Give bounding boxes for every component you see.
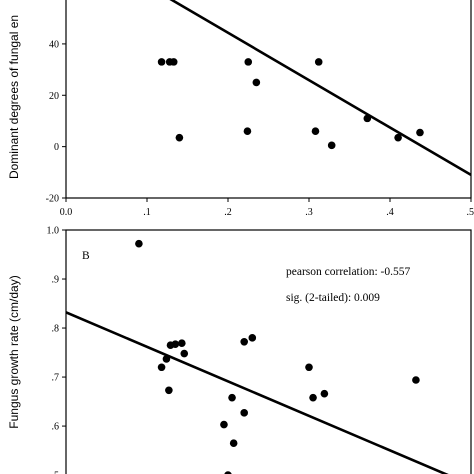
y-tick-label: 20 bbox=[49, 91, 59, 102]
data-point bbox=[243, 127, 252, 136]
regression-line bbox=[169, 0, 471, 177]
data-point bbox=[135, 239, 143, 248]
data-point bbox=[309, 393, 317, 402]
data-point bbox=[169, 58, 178, 66]
regression-line bbox=[66, 311, 449, 474]
data-point bbox=[248, 334, 257, 342]
panel-b-chart: .5 .6 .7 .8 .9 1.0 Fungus growth rate (cm/day)… bbox=[7, 226, 472, 474]
data-point bbox=[244, 58, 253, 66]
data-point bbox=[180, 349, 189, 358]
y-axis-title: Dominant degrees of fungal en bbox=[7, 15, 21, 179]
x-tick-label: .5 bbox=[467, 207, 474, 218]
data-point bbox=[229, 439, 238, 448]
data-point bbox=[394, 133, 402, 142]
pearson-correlation-text: pearson correlation: -0.557 bbox=[286, 266, 410, 278]
data-point bbox=[240, 409, 248, 417]
y-tick-label: .7 bbox=[52, 373, 60, 384]
y-tick-label: .6 bbox=[52, 422, 60, 433]
significance-text: sig. (2-tailed): 0.009 bbox=[286, 292, 380, 304]
x-tick-label: .4 bbox=[386, 207, 394, 218]
y-tick-label: .8 bbox=[52, 324, 60, 335]
y-tick-label: .5 bbox=[52, 471, 60, 474]
data-point bbox=[165, 386, 173, 395]
data-point bbox=[220, 420, 228, 429]
data-point bbox=[363, 114, 372, 123]
data-point bbox=[412, 376, 420, 384]
x-tick-label: 0.0 bbox=[60, 207, 73, 218]
y-tick-label: 40 bbox=[49, 39, 59, 50]
data-point bbox=[224, 471, 232, 474]
x-tick-label: .3 bbox=[305, 207, 313, 218]
data-point bbox=[327, 141, 336, 150]
data-point bbox=[178, 339, 186, 348]
plot-frame bbox=[65, 0, 472, 199]
y-axis-title: Fungus growth rate (cm/day) bbox=[7, 275, 21, 428]
data-point bbox=[157, 58, 166, 66]
data-point bbox=[157, 363, 166, 372]
y-tick-label: -20 bbox=[46, 194, 59, 205]
data-point bbox=[305, 363, 313, 372]
panel-label: B bbox=[82, 250, 90, 262]
data-point bbox=[416, 128, 424, 137]
data-point bbox=[175, 133, 184, 142]
data-point bbox=[162, 355, 171, 363]
data-point bbox=[240, 337, 248, 346]
data-point bbox=[311, 127, 320, 136]
x-tick-label: .1 bbox=[143, 207, 151, 218]
y-tick-label: .9 bbox=[52, 275, 60, 286]
data-point bbox=[314, 58, 323, 66]
data-point bbox=[171, 340, 180, 349]
y-tick-label: 1.0 bbox=[47, 226, 60, 237]
plot-frame bbox=[65, 229, 472, 474]
y-tick-label: 0 bbox=[54, 142, 59, 153]
data-point bbox=[320, 389, 329, 398]
data-point bbox=[228, 393, 236, 402]
x-tick-label: .2 bbox=[224, 207, 232, 218]
data-point bbox=[252, 78, 261, 87]
